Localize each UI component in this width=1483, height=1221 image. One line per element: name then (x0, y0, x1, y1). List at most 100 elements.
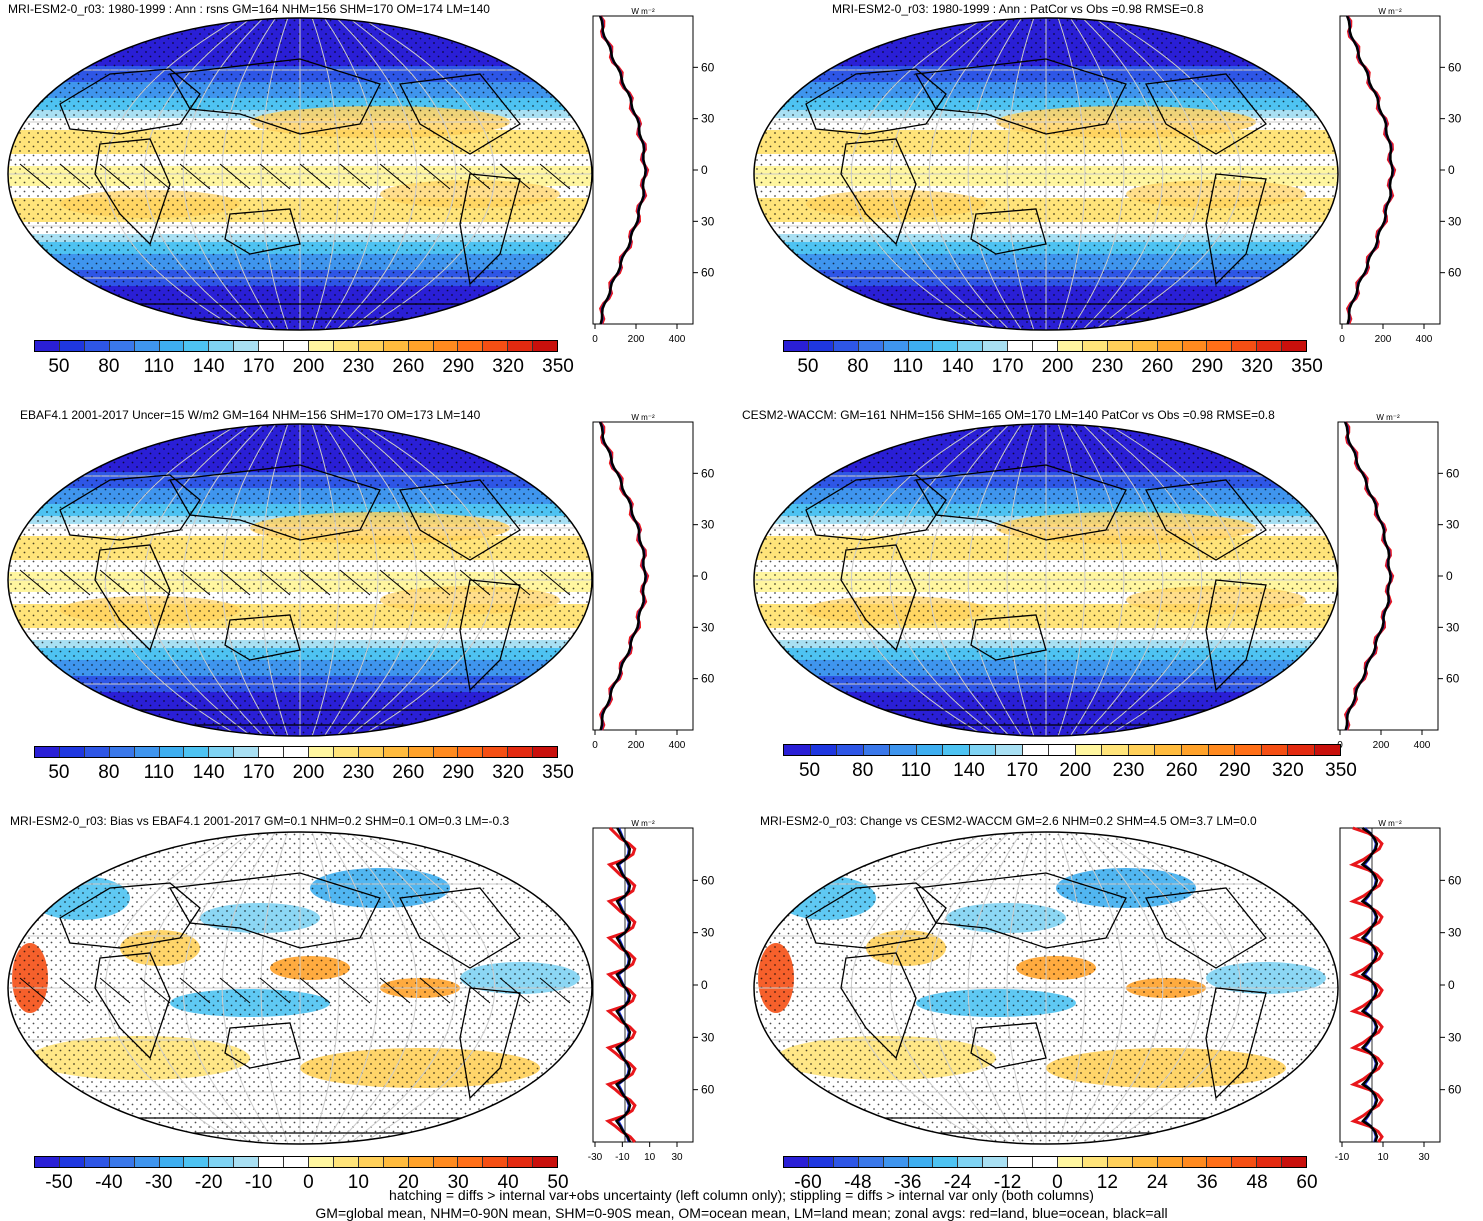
zonal-y-tick: 60N (701, 466, 715, 480)
zonal-curve (599, 15, 647, 325)
colorbar-tick-label: 140 (192, 762, 225, 783)
zonal-average-plot: W m⁻²60N30N030S60S0200400 (592, 7, 715, 345)
colorbar-tick-label: -40 (95, 1172, 123, 1193)
world-map (753, 17, 1339, 331)
zonal-units-label: W m⁻² (631, 819, 655, 828)
zonal-curve (614, 827, 632, 1143)
zonal-y-tick: 60S (701, 1083, 715, 1097)
colorbar: -60 -48 -36 -24 -12 0 12 24 36 48 60 (783, 1156, 1318, 1196)
colorbar-tick-label: 140 (192, 356, 225, 377)
zonal-x-tick: 30 (671, 1152, 683, 1163)
colorbar: 50 80 110 140 170 200 230 260 290 320 350 (34, 340, 574, 380)
colorbar-tick-label: 50 (48, 762, 70, 783)
panel-rsns-change: MRI-ESM2-0_r03: Change vs CESM2-WACCM GM… (742, 812, 1483, 1212)
colorbar-tick-label: 290 (1191, 356, 1224, 377)
panel-title: CESM2-WACCM: GM=161 NHM=156 SHM=165 OM=1… (742, 408, 1275, 422)
zonal-y-tick: 60S (701, 672, 715, 686)
colorbar-tick-label: 60 (1296, 1172, 1318, 1193)
zonal-y-tick: 60N (701, 60, 715, 74)
colorbar-tick-label: 200 (292, 356, 325, 377)
colorbar-tick-label: 290 (442, 762, 475, 783)
colorbar-tick-label: 110 (143, 356, 174, 377)
zonal-curve (1344, 421, 1392, 731)
world-map (753, 423, 1339, 737)
colorbar-tick-label: 320 (1271, 760, 1304, 781)
colorbar-tick-label: 140 (941, 356, 974, 377)
zonal-y-tick: 30N (1448, 926, 1462, 940)
colorbar-tick-label: 200 (1059, 760, 1092, 781)
zonal-y-tick: 0 (1448, 978, 1455, 992)
colorbar-tick-label: 350 (542, 762, 574, 783)
zonal-average-plot: W m⁻² 60N 30N 0 30S 60S -30 -10 10 30 (588, 819, 715, 1163)
colorbar-tick-label: -10 (244, 1172, 273, 1193)
panel-title: MRI-ESM2-0_r03: 1980-1999 : Ann : rsns G… (8, 2, 490, 16)
world-map (7, 831, 593, 1145)
zonal-units-label: W m⁻² (631, 413, 655, 422)
world-map (753, 831, 1339, 1145)
zonal-curve (599, 421, 647, 731)
zonal-y-tick: 30N (1448, 112, 1462, 126)
zonal-average-plot: W m⁻²60N30N030S60S0200400 (1339, 7, 1462, 345)
world-map (7, 423, 593, 737)
colorbar-tick-label: 48 (1246, 1172, 1268, 1193)
colorbar-tick-label: 230 (342, 762, 375, 783)
colorbar-tick-label: 24 (1146, 1172, 1168, 1193)
zonal-average-plot: W m⁻²60N30N030S60S0200400 (1337, 413, 1460, 751)
colorbar-tick-label: -12 (993, 1172, 1022, 1193)
colorbar-tick-label: 170 (991, 356, 1024, 377)
colorbar: 50 80 110 140 170 200 230 260 290 320 350 (783, 340, 1323, 380)
colorbar-tick-label: -60 (794, 1172, 822, 1193)
zonal-x-tick: 200 (1373, 740, 1390, 751)
colorbar: -50 -40 -30 -20 -10 0 10 20 30 40 50 (34, 1156, 569, 1196)
colorbar-tick-label: 230 (342, 356, 375, 377)
zonal-x-tick: 200 (1375, 334, 1392, 345)
zonal-y-tick: 30S (701, 620, 715, 634)
zonal-x-tick: -10 (1335, 1152, 1350, 1163)
zonal-x-tick: 0 (1339, 334, 1345, 345)
zonal-x-tick: 400 (669, 334, 686, 345)
zonal-y-tick: 60S (701, 266, 715, 280)
colorbar-tick-label: -48 (844, 1172, 872, 1193)
colorbar-tick-label: 200 (1041, 356, 1074, 377)
colorbar-tick-label: 350 (1291, 356, 1323, 377)
colorbar-tick-label: 80 (98, 356, 120, 377)
colorbar-tick-label: 50 (798, 760, 821, 781)
colorbar-tick-label: 260 (1165, 760, 1198, 781)
zonal-y-tick: 60S (1448, 266, 1462, 280)
zonal-y-tick: 30S (1446, 620, 1460, 634)
colorbar-tick-label: 140 (953, 760, 985, 781)
zonal-y-tick: 30S (701, 1030, 715, 1044)
panel-rsns-cesm2: CESM2-WACCM: GM=161 NHM=156 SHM=165 OM=1… (742, 406, 1483, 806)
colorbar-tick-label: 80 (847, 356, 869, 377)
panel-title: MRI-ESM2-0_r03: Change vs CESM2-WACCM GM… (760, 814, 1257, 828)
colorbar-tick-label: 0 (1052, 1172, 1063, 1193)
colorbar: 50 80 110 140 170 200 230 260 290 320 350 (34, 746, 574, 786)
colorbar-tick-label: 20 (397, 1172, 419, 1193)
zonal-average-plot: W m⁻² 60N 30N 0 30S 60S -10 10 30 (1335, 819, 1462, 1163)
colorbar-tick-label: 170 (242, 762, 275, 783)
world-map (7, 17, 593, 331)
zonal-average-plot: W m⁻²60N30N030S60S0200400 (592, 413, 715, 751)
zonal-x-tick: 200 (628, 334, 645, 345)
zonal-y-tick: 0 (701, 978, 708, 992)
zonal-y-tick: 30N (1446, 518, 1460, 532)
zonal-y-tick: 60N (701, 873, 715, 887)
colorbar-tick-label: 230 (1091, 356, 1124, 377)
colorbar-tick-label: 170 (1006, 760, 1038, 781)
panel-title: MRI-ESM2-0_r03: Bias vs EBAF4.1 2001-201… (10, 814, 510, 828)
zonal-x-tick: 400 (1414, 740, 1431, 751)
zonal-y-tick: 30N (701, 112, 715, 126)
colorbar-tick-label: 110 (143, 762, 174, 783)
zonal-units-label: W m⁻² (1378, 819, 1402, 828)
zonal-y-tick: 0 (1448, 163, 1455, 177)
colorbar-tick-label: 110 (892, 356, 923, 377)
colorbar-tick-label: 50 (48, 356, 70, 377)
colorbar-tick-label: 260 (392, 762, 425, 783)
zonal-y-tick: 0 (701, 163, 708, 177)
colorbar-tick-label: 170 (242, 356, 275, 377)
colorbar-tick-label: 80 (98, 762, 120, 783)
panel-rsns-patcor: MRI-ESM2-0_r03: 1980-1999 : Ann : PatCor… (742, 0, 1483, 400)
zonal-y-tick: 0 (1446, 569, 1453, 583)
zonal-x-tick: 0 (592, 334, 598, 345)
colorbar-tick-label: 230 (1112, 760, 1145, 781)
